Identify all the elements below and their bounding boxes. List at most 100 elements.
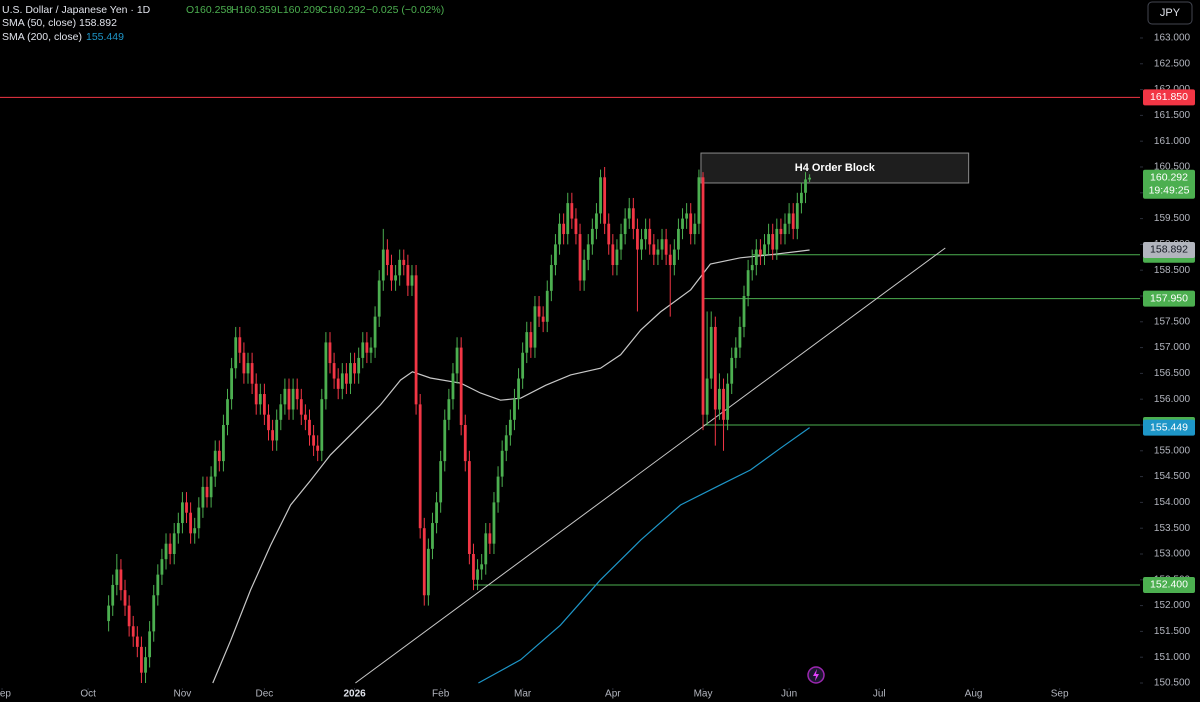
candle-body bbox=[271, 430, 274, 441]
candle-body bbox=[500, 450, 504, 477]
candle-body bbox=[369, 347, 373, 353]
candle-body bbox=[467, 461, 471, 554]
candle-body bbox=[566, 203, 570, 235]
sma50-name[interactable]: SMA (50, close) bbox=[2, 17, 76, 29]
y-tick-label: 152.000 bbox=[1154, 600, 1191, 611]
candle-body bbox=[324, 342, 328, 400]
candle-body bbox=[578, 234, 582, 281]
candle-body bbox=[111, 584, 115, 606]
x-tick-label: Sep bbox=[0, 689, 11, 700]
candle-body bbox=[320, 399, 324, 451]
candle-body bbox=[459, 347, 463, 425]
candle-body bbox=[238, 337, 242, 353]
candle-body bbox=[586, 244, 590, 260]
candle-body bbox=[303, 414, 307, 420]
candle-body bbox=[144, 657, 147, 673]
candle-body bbox=[234, 337, 238, 369]
candle-body bbox=[603, 177, 607, 224]
sma-line bbox=[212, 249, 810, 684]
candle-body bbox=[201, 486, 205, 508]
candle-body bbox=[759, 249, 762, 255]
y-tick-label: 159.500 bbox=[1154, 213, 1191, 224]
candle-body bbox=[119, 569, 123, 591]
candle-body bbox=[664, 239, 668, 255]
candle-body bbox=[185, 502, 188, 513]
candle-body bbox=[447, 399, 451, 420]
y-tick-label: 154.500 bbox=[1154, 471, 1191, 482]
candle-body bbox=[316, 445, 320, 451]
candle-body bbox=[504, 435, 508, 451]
x-tick-label: May bbox=[694, 689, 713, 700]
currency-button[interactable] bbox=[1147, 1, 1193, 25]
candle-body bbox=[713, 326, 717, 410]
candle-body bbox=[640, 239, 643, 250]
candle-body bbox=[291, 388, 295, 410]
candle-body bbox=[336, 378, 340, 389]
level-label: 152.400 bbox=[1150, 579, 1188, 591]
currency-label[interactable]: JPY bbox=[1160, 7, 1181, 19]
candle-body bbox=[422, 528, 426, 596]
candle-body bbox=[623, 218, 627, 235]
level-label-box bbox=[1143, 290, 1195, 307]
y-tick-label: 158.500 bbox=[1154, 265, 1191, 276]
y-tick-label: 162.500 bbox=[1154, 58, 1191, 69]
candle-body bbox=[771, 234, 775, 250]
x-tick-label: 2026 bbox=[343, 689, 366, 700]
candle-body bbox=[205, 486, 209, 498]
candle-body bbox=[607, 223, 611, 245]
candle-body bbox=[426, 548, 430, 596]
plot-area: H4 Order Block bbox=[0, 96, 1140, 684]
candle-body bbox=[488, 533, 492, 544]
x-tick-label: Feb bbox=[432, 689, 450, 700]
candle-body bbox=[611, 244, 615, 266]
candle-body bbox=[791, 213, 795, 229]
candle-body bbox=[590, 228, 594, 245]
y-tick-label: 151.500 bbox=[1154, 626, 1191, 637]
alert-icon[interactable] bbox=[807, 666, 825, 684]
candle-body bbox=[574, 218, 578, 235]
candle-body bbox=[283, 388, 287, 405]
candle-body bbox=[406, 265, 410, 286]
candle-body bbox=[295, 388, 299, 400]
candle-body bbox=[340, 373, 344, 389]
sma-price-label: 155.449 bbox=[1150, 421, 1188, 433]
candle-body bbox=[107, 605, 111, 622]
candle-body bbox=[287, 388, 291, 410]
y-tick-label: 153.000 bbox=[1154, 549, 1191, 560]
candle-body bbox=[648, 228, 652, 245]
candle-body bbox=[365, 342, 369, 353]
candle-body bbox=[127, 605, 131, 627]
ohlc-high: H160.359 bbox=[231, 4, 277, 16]
candle-body bbox=[332, 363, 336, 379]
candle-body bbox=[537, 306, 541, 317]
candle-body bbox=[541, 316, 545, 322]
candle-body bbox=[312, 435, 315, 446]
candle-body bbox=[373, 316, 377, 348]
sma200-name[interactable]: SMA (200, close) bbox=[2, 31, 82, 43]
candle-body bbox=[275, 419, 279, 441]
candle-body bbox=[615, 249, 619, 266]
candle-body bbox=[701, 177, 705, 415]
candle-body bbox=[705, 378, 709, 415]
candle-body bbox=[250, 363, 254, 384]
candle-body bbox=[726, 383, 730, 420]
candle-body bbox=[148, 631, 152, 658]
candle-body bbox=[463, 424, 467, 462]
candle-body bbox=[222, 424, 225, 462]
y-tick-label: 151.000 bbox=[1154, 652, 1191, 663]
candle-body bbox=[349, 363, 352, 384]
candle-body bbox=[213, 450, 217, 477]
candle-body bbox=[562, 223, 566, 235]
ohlc-change: −0.025 (−0.02%) bbox=[366, 4, 444, 16]
candle-body bbox=[418, 404, 422, 529]
candle-body bbox=[513, 399, 516, 420]
last-price-label: 160.292 bbox=[1150, 171, 1188, 183]
candle-body bbox=[263, 394, 266, 415]
x-tick-label: Jul bbox=[873, 689, 886, 700]
candle-body bbox=[164, 543, 168, 560]
candle-body bbox=[660, 239, 664, 250]
sma-line bbox=[478, 427, 810, 684]
candle-body bbox=[390, 265, 393, 281]
candle-body bbox=[156, 574, 160, 596]
candle-body bbox=[697, 177, 701, 224]
